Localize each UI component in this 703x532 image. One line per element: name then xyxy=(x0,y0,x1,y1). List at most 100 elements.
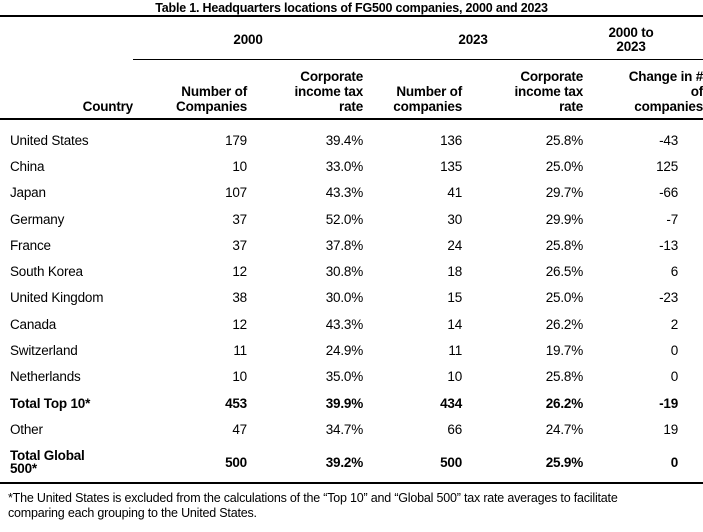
spanner-row: 2000 2023 2000 to 2023 xyxy=(0,17,703,60)
spanner-2000: 2000 xyxy=(133,17,364,60)
cell-change: 125 xyxy=(656,158,679,174)
cell-country: Other xyxy=(10,421,43,437)
cell-companies-2000: 179 xyxy=(225,133,247,149)
cell-taxrate-2023: 25.0% xyxy=(545,158,584,174)
footnote: *The United States is excluded from the … xyxy=(8,490,618,521)
column-header-row: Country Number of Companies Corporate in… xyxy=(0,59,703,120)
cell-companies-2023: 66 xyxy=(447,421,463,437)
table-row: France 37 37.8% 24 25.8% -13 xyxy=(0,232,703,258)
cell-companies-2023: 41 xyxy=(447,185,463,201)
cell-companies-2000: 12 xyxy=(232,264,247,280)
cell-companies-2023: 15 xyxy=(447,290,463,306)
table-row: Other 47 34.7% 66 24.7% 19 xyxy=(0,416,703,442)
cell-taxrate-2000: 30.0% xyxy=(325,290,364,306)
cell-taxrate-2023: 25.9% xyxy=(462,442,583,484)
headquarters-table: 2000 2023 2000 to 2023 Country Number of… xyxy=(0,17,703,484)
table-row-total-top-10: Total Top 10* 453 39.9% 434 26.2% -19 xyxy=(0,390,703,416)
table-row-total-global-500: Total Global 500* 500 39.2% 500 25.9% 0 xyxy=(0,442,703,484)
cell-change: -19 xyxy=(659,395,679,411)
cell-companies-2023: 434 xyxy=(440,395,463,411)
cell-country: South Korea xyxy=(10,264,83,280)
spanner-2023: 2023 xyxy=(363,17,584,60)
cell-country: United States xyxy=(10,133,89,149)
cell-taxrate-2023: 29.9% xyxy=(545,211,584,227)
table-row: South Korea 12 30.8% 18 26.5% 6 xyxy=(0,258,703,284)
cell-taxrate-2023: 25.8% xyxy=(545,237,584,253)
cell-companies-2000: 500 xyxy=(133,442,247,484)
cell-country: Total Top 10* xyxy=(10,395,91,411)
header-tax-rate-2000: Corporate income tax rate xyxy=(247,59,363,120)
cell-taxrate-2023: 25.8% xyxy=(545,369,584,385)
cell-taxrate-2023: 19.7% xyxy=(545,343,584,359)
cell-taxrate-2000: 43.3% xyxy=(325,185,364,201)
cell-change: -23 xyxy=(659,290,679,306)
cell-companies-2000: 10 xyxy=(232,369,247,385)
cell-country: United Kingdom xyxy=(10,290,104,306)
cell-change: -43 xyxy=(659,133,679,149)
header-number-of-companies-2023: Number of companies xyxy=(363,59,462,120)
cell-change: -66 xyxy=(659,185,679,201)
cell-taxrate-2000: 33.0% xyxy=(325,158,364,174)
cell-companies-2023: 14 xyxy=(447,316,463,332)
cell-country: France xyxy=(10,237,51,253)
cell-change: 0 xyxy=(670,369,679,385)
header-change-in-companies: Change in # of companies xyxy=(583,59,703,120)
cell-companies-2023: 24 xyxy=(447,237,463,253)
cell-companies-2000: 37 xyxy=(232,211,247,227)
cell-companies-2000: 47 xyxy=(232,421,247,437)
cell-taxrate-2000: 24.9% xyxy=(325,343,364,359)
cell-country: Germany xyxy=(10,211,65,227)
cell-companies-2023: 30 xyxy=(447,211,463,227)
cell-companies-2023: 500 xyxy=(363,442,462,484)
cell-taxrate-2000: 39.2% xyxy=(247,442,363,484)
cell-taxrate-2000: 35.0% xyxy=(325,369,364,385)
cell-companies-2000: 37 xyxy=(232,237,247,253)
cell-taxrate-2023: 25.0% xyxy=(545,290,584,306)
cell-country: Canada xyxy=(10,316,57,332)
table-row: Canada 12 43.3% 14 26.2% 2 xyxy=(0,311,703,337)
table-row: United Kingdom 38 30.0% 15 25.0% -23 xyxy=(0,285,703,311)
cell-taxrate-2023: 26.5% xyxy=(545,264,584,280)
cell-taxrate-2000: 52.0% xyxy=(325,211,364,227)
cell-change: -13 xyxy=(659,237,679,253)
cell-taxrate-2000: 43.3% xyxy=(325,316,364,332)
cell-companies-2000: 10 xyxy=(232,158,247,174)
cell-companies-2000: 38 xyxy=(232,290,247,306)
cell-companies-2023: 18 xyxy=(447,264,463,280)
cell-companies-2023: 11 xyxy=(448,343,463,359)
cell-companies-2000: 11 xyxy=(233,343,247,359)
table-title: Table 1. Headquarters locations of FG500… xyxy=(0,0,703,17)
cell-country: Netherlands xyxy=(10,369,81,385)
cell-companies-2000: 107 xyxy=(225,185,247,201)
cell-country: Switzerland xyxy=(10,343,78,359)
table-row: Switzerland 11 24.9% 11 19.7% 0 xyxy=(0,337,703,363)
spanner-empty-cell xyxy=(0,17,133,59)
cell-change: 0 xyxy=(670,343,679,359)
cell-companies-2023: 135 xyxy=(440,158,463,174)
cell-taxrate-2023: 26.2% xyxy=(545,395,584,411)
cell-companies-2000: 453 xyxy=(225,395,247,411)
cell-taxrate-2000: 39.4% xyxy=(325,133,364,149)
table-row: Netherlands 10 35.0% 10 25.8% 0 xyxy=(0,364,703,390)
cell-taxrate-2023: 25.8% xyxy=(545,133,584,149)
table-row: China 10 33.0% 135 25.0% 125 xyxy=(0,153,703,179)
cell-taxrate-2023: 26.2% xyxy=(545,316,584,332)
cell-change: 6 xyxy=(670,264,679,280)
cell-taxrate-2023: 24.7% xyxy=(545,421,584,437)
table-row: Japan 107 43.3% 41 29.7% -66 xyxy=(0,180,703,206)
header-country: Country xyxy=(0,59,133,120)
cell-country: Japan xyxy=(10,185,46,201)
cell-companies-2023: 136 xyxy=(440,133,463,149)
table-row: Germany 37 52.0% 30 29.9% -7 xyxy=(0,206,703,232)
cell-change: 19 xyxy=(663,421,679,437)
header-number-of-companies-2000: Number of Companies xyxy=(133,59,247,120)
cell-taxrate-2000: 30.8% xyxy=(325,264,364,280)
header-tax-rate-2023: Corporate income tax rate xyxy=(462,59,583,120)
cell-companies-2000: 12 xyxy=(232,316,247,332)
cell-taxrate-2000: 34.7% xyxy=(325,421,364,437)
cell-taxrate-2000: 39.9% xyxy=(325,395,364,411)
cell-change: 0 xyxy=(583,442,703,484)
cell-country: Total Global 500* xyxy=(0,442,133,484)
cell-taxrate-2000: 37.8% xyxy=(325,237,364,253)
